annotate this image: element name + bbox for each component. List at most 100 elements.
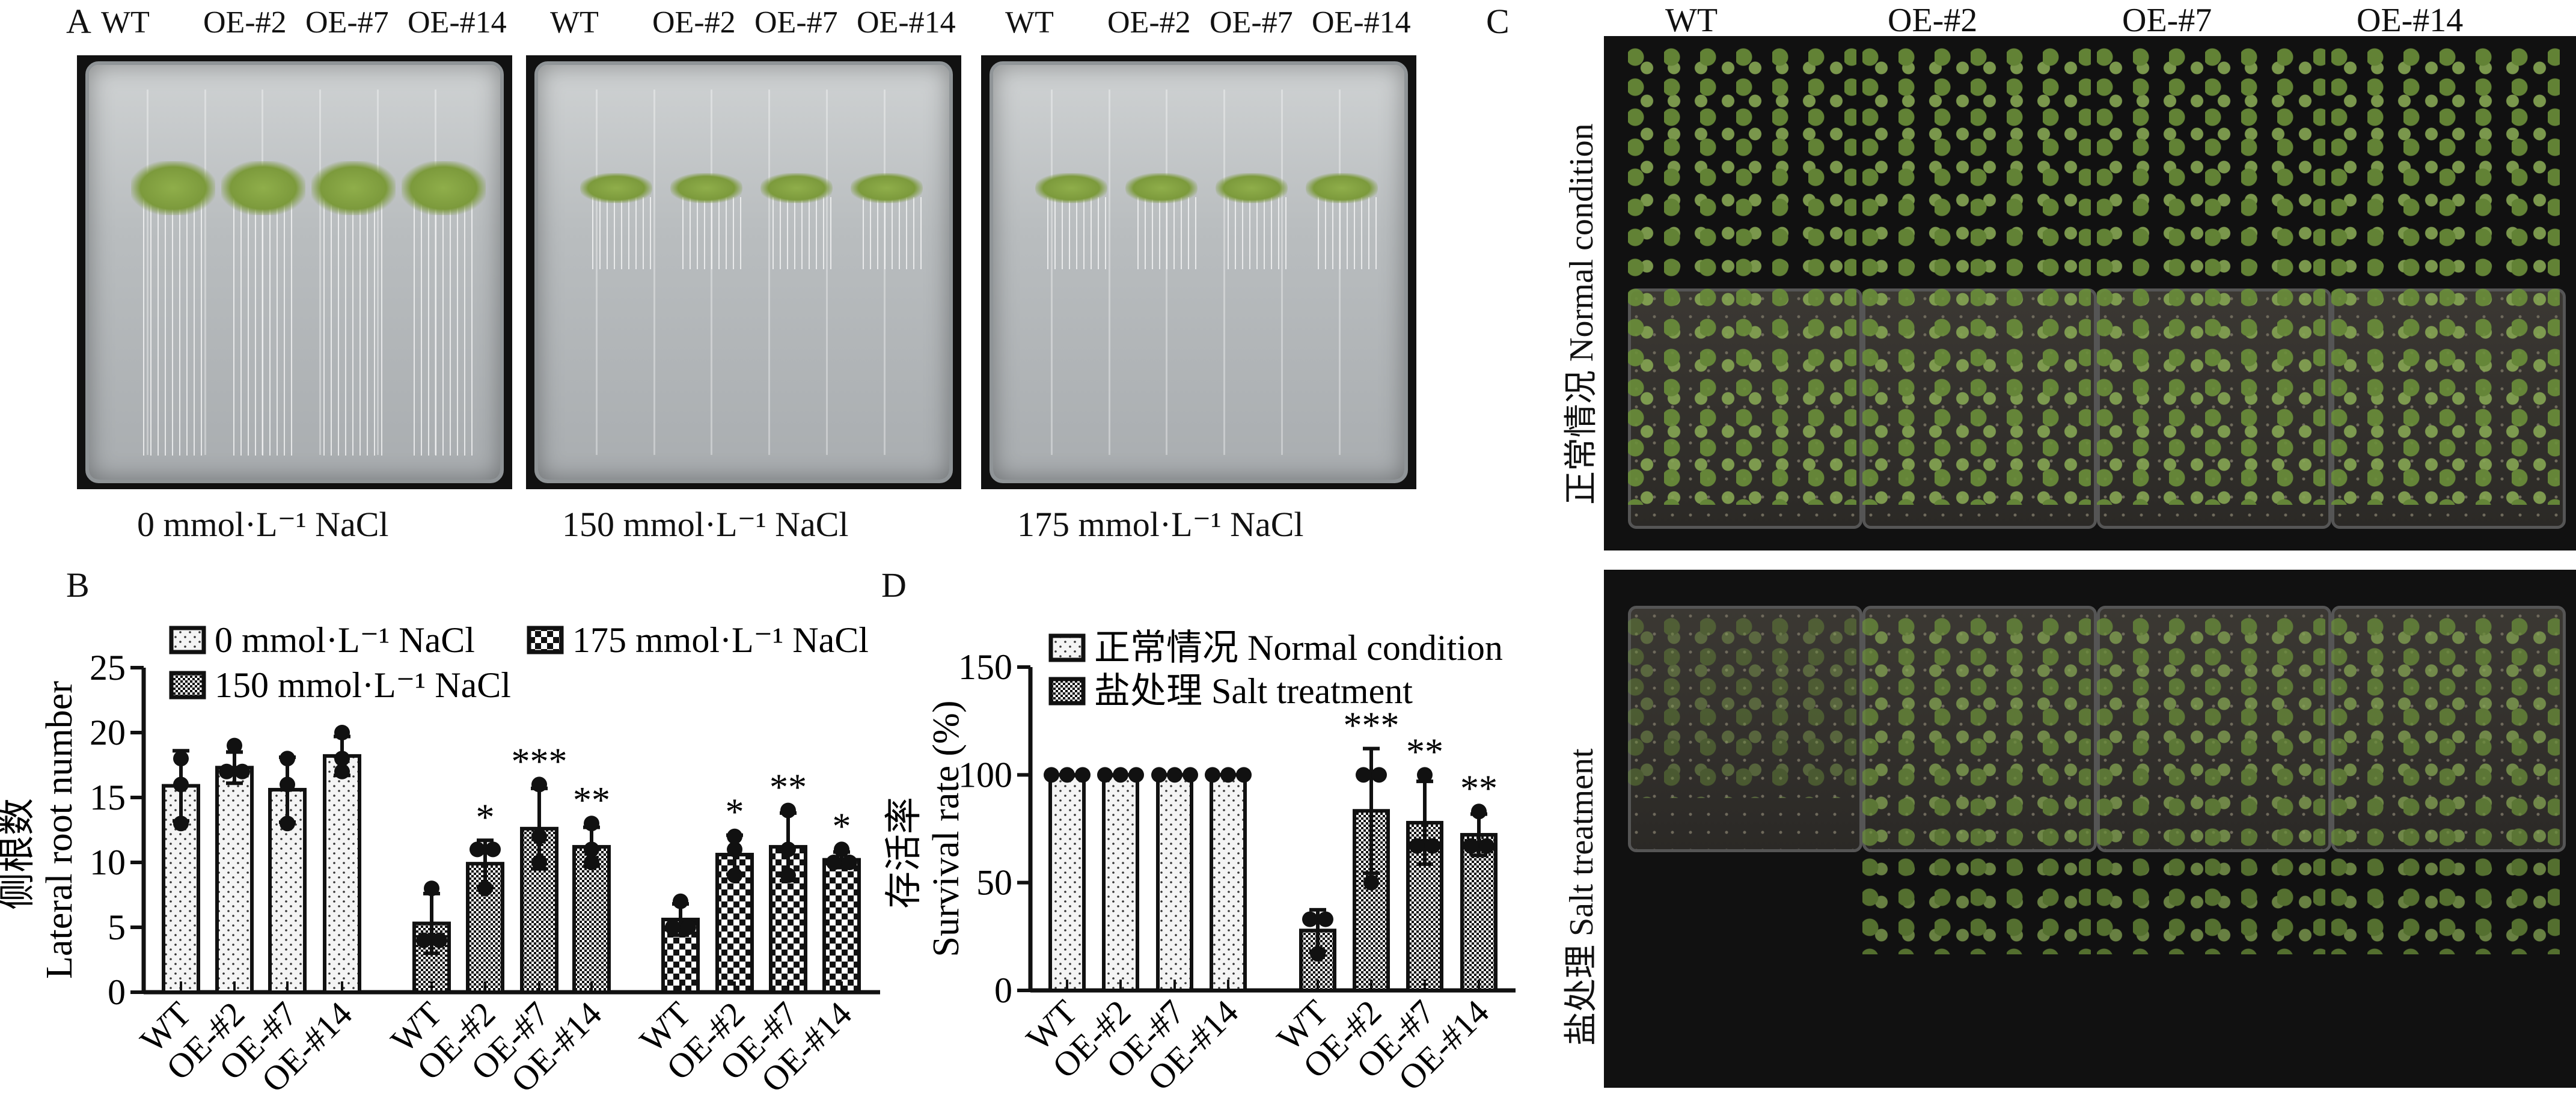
seedlings: [311, 161, 396, 215]
seedling-roots: [586, 197, 652, 269]
photo-row-label: 盐处理 Salt treatment: [1563, 748, 1600, 1046]
seedling-roots: [227, 191, 293, 456]
data-point: [173, 816, 189, 832]
plant-foliage: [2097, 48, 2325, 505]
significance-label: ***: [1344, 706, 1400, 746]
data-point: [424, 880, 439, 897]
data-point: [173, 776, 189, 793]
data-point: [334, 763, 350, 779]
significance-label: **: [769, 767, 807, 808]
seedlings: [221, 161, 305, 215]
significance-label: **: [1406, 731, 1443, 772]
plate-column-header: OE-#14: [408, 5, 507, 40]
y-tick-label: 15: [90, 778, 126, 817]
plate-caption: 150 mmol·L⁻¹ NaCl: [562, 505, 849, 544]
y-tick-label: 10: [90, 843, 126, 882]
data-point: [727, 867, 742, 883]
seedlings: [760, 173, 833, 203]
seedling-roots: [137, 191, 203, 456]
data-point: [584, 841, 599, 858]
plant-foliage: [1862, 618, 2091, 954]
y-tick-label: 50: [976, 863, 1012, 903]
significance-label: **: [573, 780, 610, 821]
data-point: [1371, 767, 1387, 783]
seedlings: [580, 173, 652, 203]
data-point: [531, 828, 547, 844]
legend-label: 175 mmol·L⁻¹ NaCl: [572, 620, 869, 660]
data-point: [834, 841, 849, 858]
data-point: [1167, 767, 1182, 783]
seedling-roots: [676, 197, 742, 269]
plant-foliage: [2331, 618, 2560, 954]
legend-label: 0 mmol·L⁻¹ NaCl: [215, 620, 475, 660]
data-point: [1220, 767, 1236, 783]
data-point: [780, 841, 796, 858]
plate-column-header: OE-#7: [1210, 5, 1293, 40]
data-point: [780, 802, 796, 819]
data-point: [1302, 911, 1318, 927]
plant-tray: [1628, 606, 1862, 852]
data-point: [1479, 838, 1495, 854]
data-point: [432, 932, 447, 948]
legend-label: 150 mmol·L⁻¹ NaCl: [215, 665, 511, 705]
bar: [822, 858, 861, 995]
plant-foliage: [1862, 48, 2091, 505]
data-point: [1113, 767, 1128, 783]
data-point: [334, 751, 350, 767]
plate-photo: [981, 55, 1416, 489]
legend-swatch: [1048, 633, 1086, 662]
significance-label: *: [726, 792, 744, 833]
data-point: [1310, 946, 1326, 962]
plant-foliage: [2331, 48, 2560, 505]
legend-swatch: [169, 626, 206, 654]
data-point: [1205, 767, 1220, 783]
plate-column-header: OE-#14: [857, 5, 956, 40]
photo-row-label: 正常情况 Normal condition: [1563, 123, 1600, 505]
data-point: [1128, 767, 1144, 783]
plate-column-header: OE-#2: [1107, 5, 1191, 40]
data-point: [531, 855, 547, 870]
data-point: [1182, 767, 1198, 783]
bar: [323, 754, 361, 994]
data-point: [234, 763, 250, 779]
plate-column-header: WT: [1005, 5, 1054, 40]
plant-foliage: [1628, 618, 1856, 798]
y-axis-label: Lateral root number: [39, 681, 80, 979]
panel-label-c: C: [1486, 2, 1510, 41]
data-point: [1417, 767, 1433, 783]
data-point: [826, 855, 842, 870]
seedling-roots: [857, 197, 923, 269]
y-tick-label: 5: [108, 907, 126, 947]
data-point: [1097, 767, 1113, 783]
data-point: [1356, 767, 1371, 783]
data-point: [280, 816, 295, 832]
data-point: [334, 725, 350, 740]
seedlings: [1125, 173, 1198, 203]
seedlings: [1306, 173, 1378, 203]
plate-column-header: WT: [101, 5, 150, 40]
data-point: [280, 751, 295, 767]
photo-column-header: WT: [1665, 2, 1718, 39]
data-point: [727, 841, 742, 858]
seedling-roots: [766, 197, 833, 269]
plant-foliage: [1628, 48, 1856, 505]
data-point: [1363, 874, 1379, 891]
y-tick-label: 100: [958, 755, 1012, 794]
bar: [215, 766, 254, 994]
significance-label: **: [1460, 768, 1498, 809]
data-point: [470, 841, 485, 858]
data-point: [1318, 911, 1333, 927]
data-point: [1075, 767, 1091, 783]
seedlings: [670, 173, 742, 203]
data-point: [1059, 767, 1075, 783]
plate-column-header: OE-#2: [652, 5, 736, 40]
data-point: [842, 855, 857, 870]
legend-label: 盐处理 Salt treatment: [1094, 671, 1413, 711]
data-point: [780, 867, 796, 883]
data-point: [1463, 838, 1479, 854]
y-tick-label: 25: [90, 648, 126, 688]
data-point: [219, 763, 234, 779]
